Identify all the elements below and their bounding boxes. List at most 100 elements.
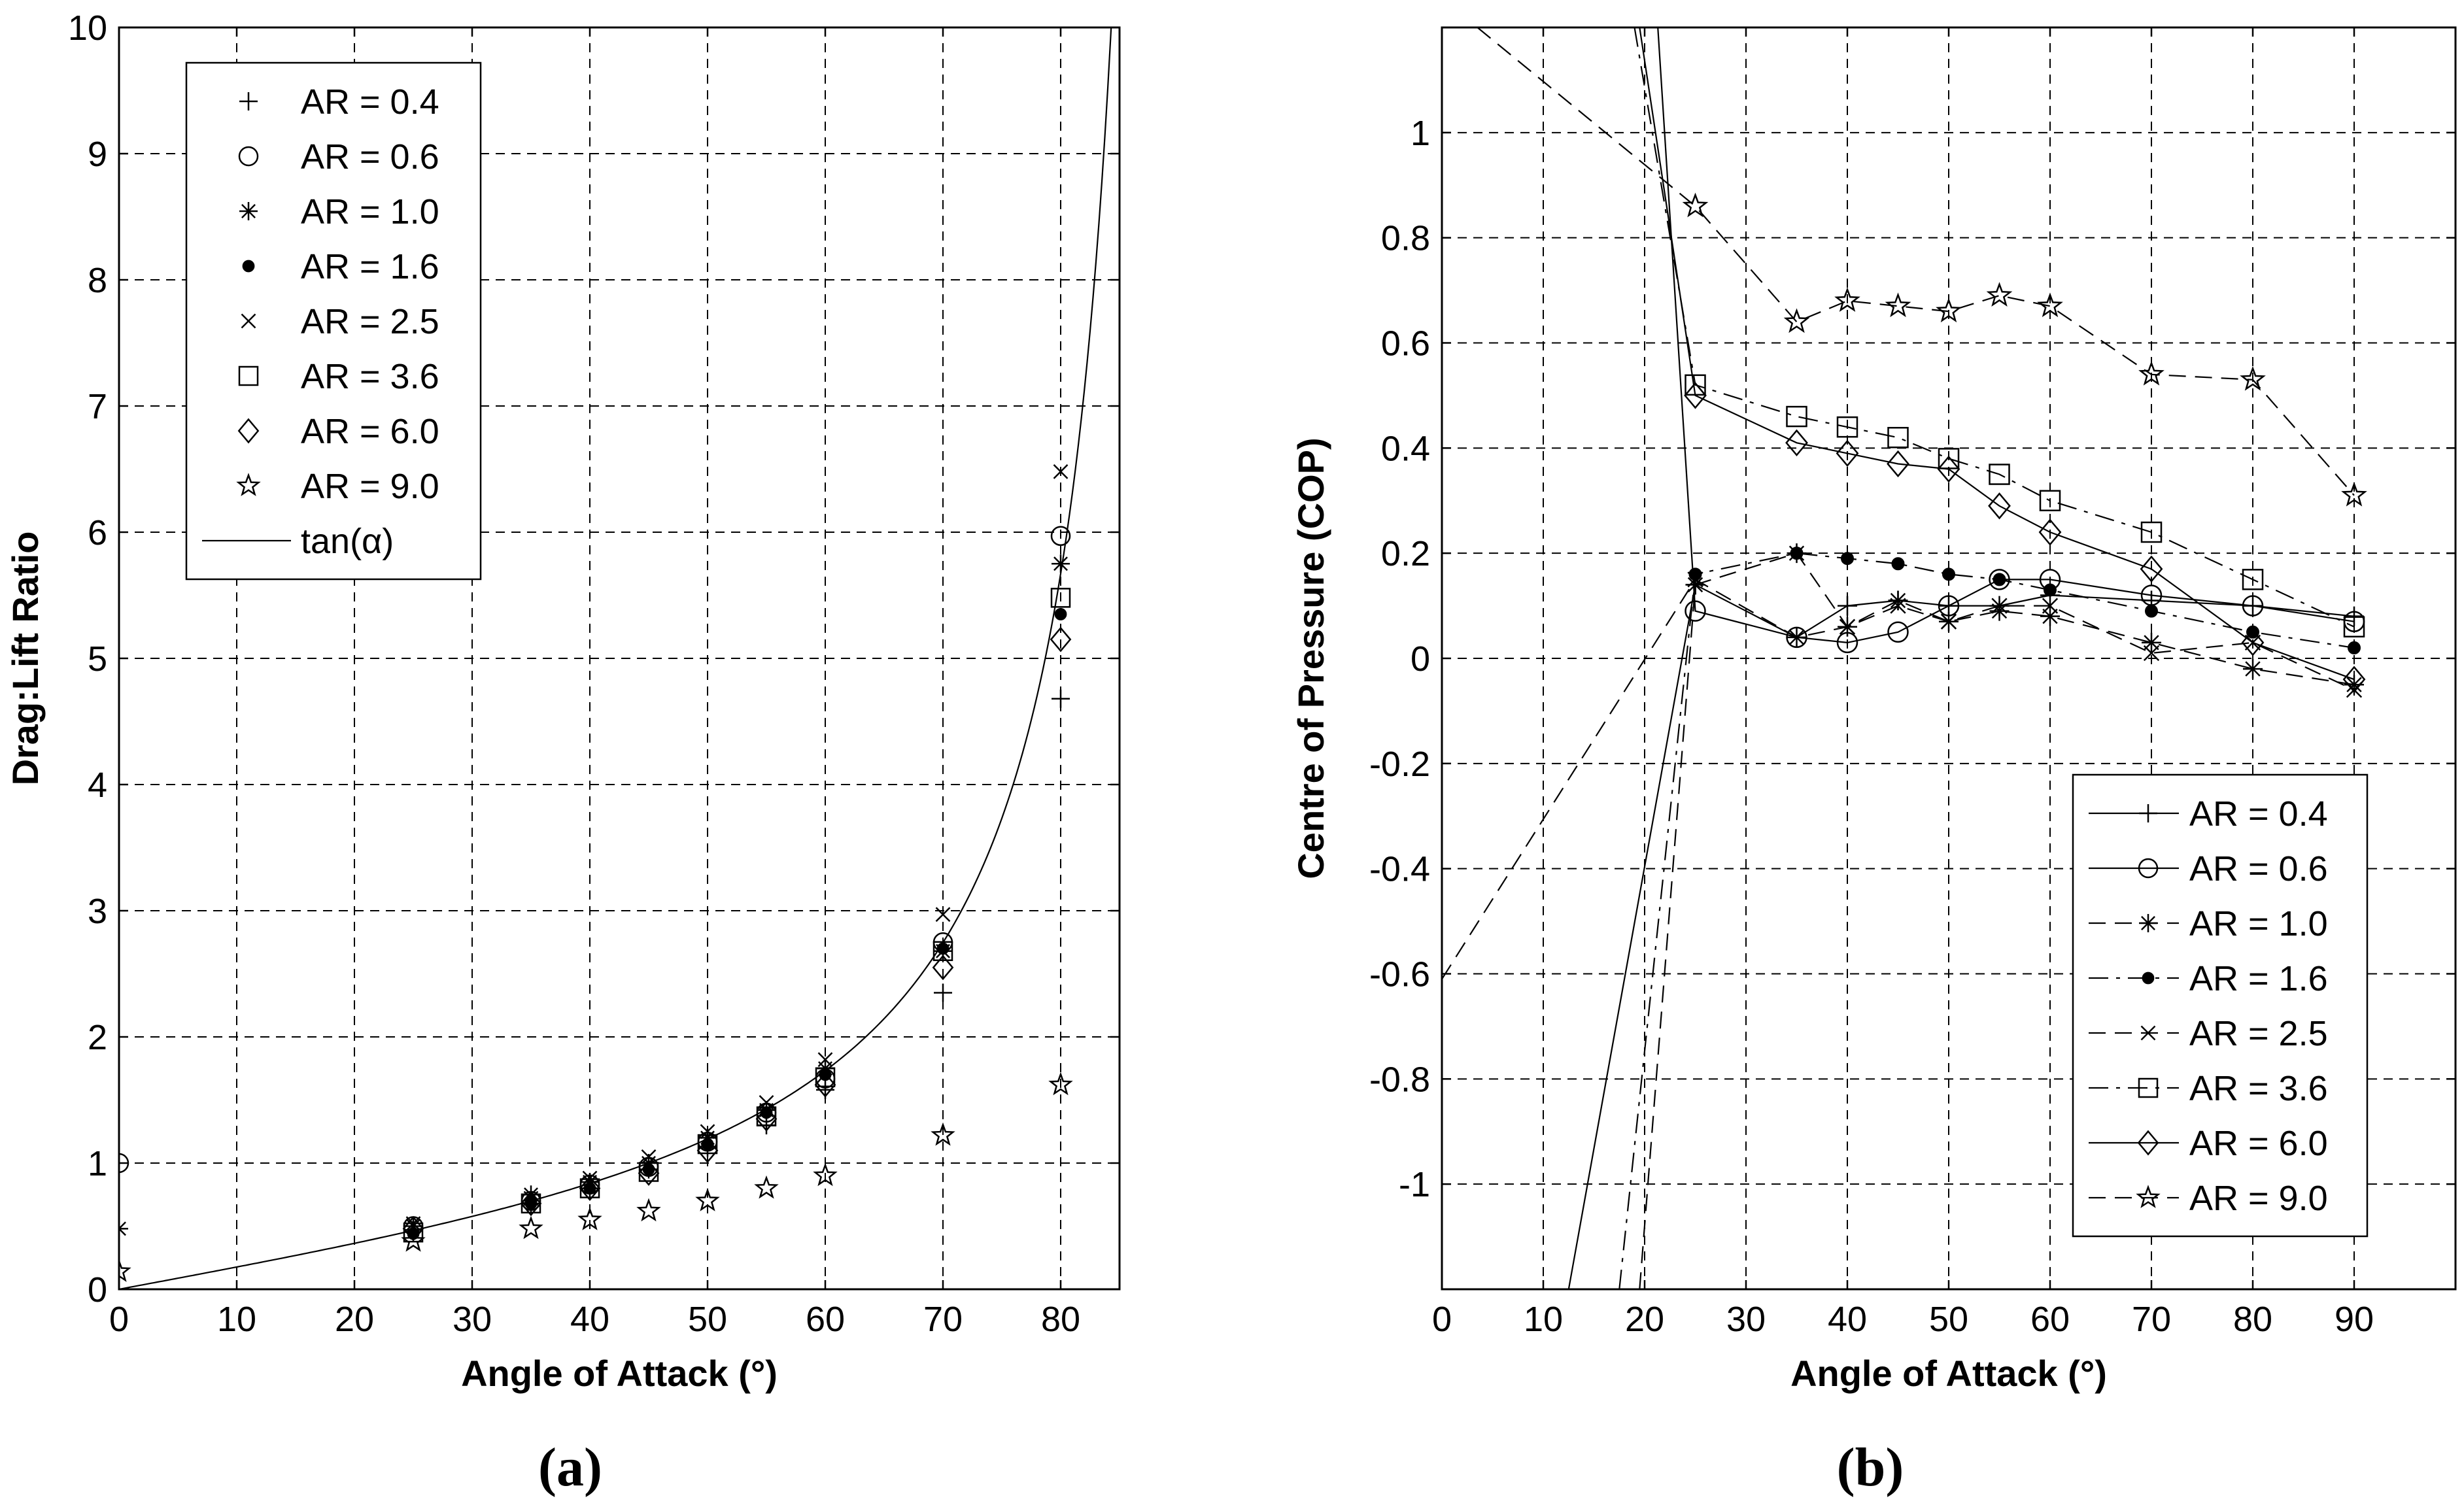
caption-letter: a <box>556 1437 584 1498</box>
legend-marker <box>2138 1077 2159 1098</box>
data-point <box>1887 621 1909 643</box>
y-tick-label: 2 <box>88 1018 107 1057</box>
legend-item: AR = 0.6 <box>2089 849 2328 888</box>
tan-alpha-curve <box>119 27 1112 1289</box>
legend-label: AR = 6.0 <box>301 412 439 451</box>
legend-marker <box>2139 804 2157 822</box>
series-tan- <box>119 27 1112 1289</box>
data-point <box>636 1198 661 1222</box>
y-tick-label: 7 <box>88 387 107 426</box>
data-point <box>1836 416 1858 438</box>
series-ar-3-6 <box>1634 27 2365 637</box>
data-point <box>1687 571 1703 588</box>
data-point <box>1991 598 2008 614</box>
legend-label: AR = 0.6 <box>301 137 439 177</box>
data-point <box>2240 365 2266 391</box>
data-point <box>1685 600 1706 622</box>
data-point <box>1887 450 1909 478</box>
data-point <box>1052 689 1070 708</box>
legend-item: AR = 1.0 <box>239 192 439 231</box>
legend-marker <box>2142 972 2155 985</box>
legend: AR = 0.4 AR = 0.6 AR = 1.0 AR = 1.6 AR = 2.5… <box>2072 773 2369 1238</box>
legend-label: AR = 1.6 <box>2189 959 2328 998</box>
plot-area <box>1442 27 2367 1289</box>
x-tick-label: 20 <box>1625 1300 1664 1339</box>
data-point <box>1988 492 2011 520</box>
data-point <box>1788 629 1805 645</box>
x-tick-label: 0 <box>109 1300 129 1339</box>
tick-labels: 0 10 20 30 40 50 60 70 80 90 -1 -0.8 -0.6 -0.4 -0.2 0 0.… <box>1369 27 2455 1339</box>
data-point <box>404 1217 422 1236</box>
legend-item: AR = 6.0 <box>237 412 439 451</box>
data-point <box>934 983 952 1002</box>
x-tick-label: 30 <box>453 1300 492 1339</box>
legend-item: AR = 1.0 <box>2089 904 2328 943</box>
legend-label: AR = 1.6 <box>301 247 439 286</box>
series-line <box>1639 27 2355 681</box>
data-point <box>1890 598 1906 614</box>
series-ar-9-0 <box>1477 27 2367 507</box>
y-tick-label: 0.4 <box>1381 429 1430 468</box>
legend-label: AR = 6.0 <box>2189 1124 2328 1163</box>
caption-letter: b <box>1855 1437 1886 1498</box>
data-point <box>519 1215 543 1240</box>
legend-item: AR = 3.6 <box>2089 1069 2328 1108</box>
y-tick-label: 6 <box>88 513 107 552</box>
data-point <box>1685 575 1705 595</box>
x-tick-label: 0 <box>1432 1300 1452 1339</box>
data-point <box>2145 604 2158 618</box>
legend-marker <box>238 146 259 167</box>
legend-item: AR = 9.0 <box>2089 1179 2328 1218</box>
data-point <box>1790 547 1804 560</box>
data-point <box>577 1207 602 1230</box>
data-point <box>2344 675 2364 695</box>
series-ar-3-6 <box>403 588 1071 1243</box>
data-point <box>1839 618 1856 635</box>
data-point <box>2342 666 2366 693</box>
series-ar-6-0 <box>1639 27 2366 693</box>
data-point <box>1986 282 2013 307</box>
legend-label: AR = 2.5 <box>301 302 439 341</box>
data-point <box>1785 429 1808 456</box>
caption-open-paren: ( <box>538 1437 556 1498</box>
y-tick-label: 3 <box>88 892 107 931</box>
data-point <box>1942 567 1955 581</box>
data-point <box>1052 554 1070 573</box>
data-point <box>401 1228 426 1252</box>
data-point <box>638 1160 660 1186</box>
data-point <box>2343 616 2365 637</box>
data-point <box>2242 569 2264 590</box>
data-point <box>2140 555 2163 583</box>
series-line <box>1634 27 2355 628</box>
legend-marker <box>2138 858 2159 879</box>
legend-box <box>2072 773 2369 1238</box>
series-ar-2-5 <box>405 464 1069 1232</box>
data-point <box>817 1052 833 1068</box>
data-point <box>2142 632 2161 652</box>
caption-close-paren: ) <box>584 1437 602 1498</box>
data-point <box>931 1122 955 1146</box>
legend-label: tan(α) <box>301 522 394 561</box>
legend-item: AR = 0.6 <box>238 137 439 177</box>
x-tick-label: 40 <box>1828 1300 1867 1339</box>
legend-label: AR = 0.4 <box>301 82 439 122</box>
data-point <box>1834 287 1860 313</box>
data-point <box>755 1106 778 1132</box>
data-point <box>2138 360 2165 386</box>
series-ar-0-6 <box>1657 27 2365 654</box>
y-tick-label: 0 <box>88 1270 107 1310</box>
legend-label: AR = 0.4 <box>2189 794 2328 834</box>
data-point <box>754 1175 779 1199</box>
data-point <box>814 1072 836 1098</box>
x-tick-label: 20 <box>335 1300 374 1339</box>
panel-a: 0 10 20 30 40 50 60 70 80 0 1 2 3 4 5 6 7 8 9 10 Angle of At… <box>5 8 1121 1498</box>
y-tick-label: 1 <box>88 1144 107 1183</box>
legend-marker <box>2139 914 2157 932</box>
data-point <box>695 1188 720 1211</box>
legend-label: AR = 1.0 <box>2189 904 2328 943</box>
caption-open-paren: ( <box>1837 1437 1855 1498</box>
data-point <box>2348 641 2361 654</box>
legend-label: AR = 2.5 <box>2189 1014 2328 1053</box>
legend-item: AR = 6.0 <box>2089 1124 2328 1163</box>
